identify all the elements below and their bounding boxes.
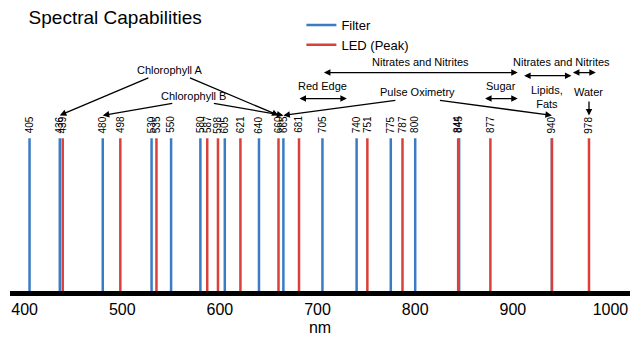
svg-text:Lipids,Fats: Lipids,Fats <box>531 84 563 110</box>
svg-text:978: 978 <box>583 117 594 134</box>
svg-text:Filter: Filter <box>341 18 371 33</box>
svg-text:535: 535 <box>151 116 162 133</box>
svg-text:580: 580 <box>195 116 206 133</box>
svg-text:681: 681 <box>293 116 304 133</box>
svg-text:800: 800 <box>402 301 429 318</box>
svg-text:400: 400 <box>11 301 38 318</box>
svg-text:Nitrates and Nitrites: Nitrates and Nitrites <box>513 56 610 68</box>
svg-text:500: 500 <box>109 301 136 318</box>
svg-text:775: 775 <box>385 116 396 133</box>
svg-text:530: 530 <box>146 116 157 133</box>
svg-text:940: 940 <box>546 116 557 133</box>
svg-text:660: 660 <box>273 116 284 133</box>
svg-text:598: 598 <box>212 117 223 134</box>
svg-text:Water: Water <box>574 86 603 98</box>
svg-text:Pulse Oximetry: Pulse Oximetry <box>380 86 455 98</box>
svg-text:640: 640 <box>253 117 264 134</box>
svg-text:1000: 1000 <box>593 301 629 318</box>
svg-text:705: 705 <box>317 116 328 133</box>
svg-text:LED (Peak): LED (Peak) <box>341 38 408 53</box>
svg-text:900: 900 <box>499 301 526 318</box>
svg-text:480: 480 <box>97 116 108 133</box>
svg-text:845: 845 <box>453 116 464 133</box>
svg-text:740: 740 <box>351 116 362 133</box>
svg-text:498: 498 <box>115 116 126 133</box>
svg-text:405: 405 <box>24 116 35 133</box>
svg-text:800: 800 <box>409 116 420 133</box>
svg-text:587: 587 <box>202 116 213 133</box>
svg-text:751: 751 <box>362 116 373 133</box>
svg-text:nm: nm <box>309 319 331 336</box>
svg-text:787: 787 <box>397 116 408 133</box>
svg-text:436: 436 <box>54 116 65 133</box>
svg-text:Sugar: Sugar <box>486 80 516 92</box>
svg-text:605: 605 <box>219 116 230 133</box>
svg-text:877: 877 <box>485 116 496 133</box>
svg-text:665: 665 <box>278 116 289 133</box>
svg-text:Red Edge: Red Edge <box>298 80 347 92</box>
svg-text:439: 439 <box>57 116 68 133</box>
svg-text:700: 700 <box>304 301 331 318</box>
svg-text:550: 550 <box>165 116 176 133</box>
svg-text:Nitrates and Nitrites: Nitrates and Nitrites <box>372 56 469 68</box>
svg-text:Chlorophyll B: Chlorophyll B <box>161 90 226 102</box>
svg-text:621: 621 <box>235 116 246 133</box>
svg-text:844: 844 <box>452 116 463 133</box>
svg-text:Chlorophyll A: Chlorophyll A <box>137 64 202 76</box>
svg-text:Spectral Capabilities: Spectral Capabilities <box>29 7 202 28</box>
svg-text:600: 600 <box>207 301 234 318</box>
